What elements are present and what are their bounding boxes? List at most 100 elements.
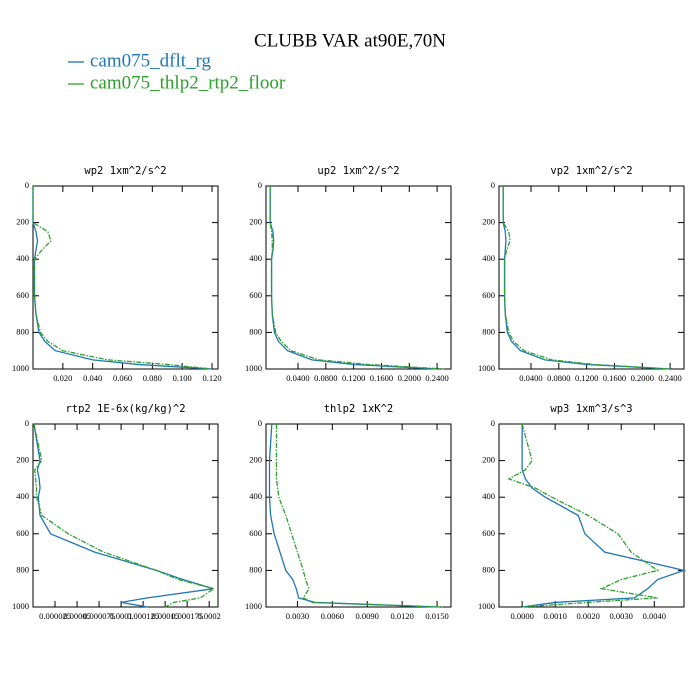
y-tick-label: 200 [482,455,495,465]
profile-line [502,186,671,370]
x-tick-label: 0.00015 [151,611,179,621]
x-tick-label: 0.0150 [425,611,448,621]
x-tick-label: 0.0800 [314,373,337,383]
y-tick-label: 200 [16,217,29,227]
x-tick-label: 0.040 [83,373,102,383]
x-tick-label: 0.0120 [390,611,413,621]
x-tick-label: 0.00005 [63,611,91,621]
y-tick-label: 1000 [245,363,262,373]
x-tick-label: 0.0020 [577,611,600,621]
y-tick-label: 600 [16,528,29,538]
profile-line [32,186,213,370]
y-tick-label: 400 [16,491,29,501]
panel-title: wp3 1xm^3/s^3 [550,403,632,415]
y-tick-label: 600 [16,290,29,300]
y-tick-label: 800 [482,326,495,336]
y-tick-label: 800 [249,326,262,336]
panel-title: up2 1xm^2/s^2 [317,165,399,177]
x-tick-label: 0.080 [143,373,162,383]
profile-line [275,424,443,608]
profile-line [269,186,445,370]
y-tick-label: 200 [16,455,29,465]
legend-label: cam075_dflt_rg [90,50,212,71]
y-tick-label: 400 [482,253,495,263]
plot-frame [265,423,452,608]
x-tick-label: 0.2000 [631,373,654,383]
x-tick-label: 0.0090 [356,611,379,621]
profile-line [269,186,438,370]
y-tick-label: 1000 [12,601,29,611]
y-tick-label: 200 [249,217,262,227]
panel-title: rtp2 1E-6x(kg/kg)^2 [65,403,185,415]
profile-line [33,423,216,608]
x-tick-label: 0.000125 [127,611,159,621]
x-tick-label: 0.0060 [321,611,344,621]
profile-line [502,186,671,370]
x-tick-label: 0.1600 [370,373,393,383]
y-tick-label: 800 [482,564,495,574]
profile-line [521,424,687,608]
panel-title: thlp2 1xK^2 [324,403,394,415]
y-tick-label: 0 [25,418,29,428]
profile-line [268,423,438,608]
y-tick-label: 0 [258,180,262,190]
profile-line [32,186,213,370]
x-tick-label: 0.000075 [83,611,115,621]
y-tick-label: 800 [249,564,262,574]
x-tick-label: 0.1200 [575,373,598,383]
y-tick-label: 0 [491,180,495,190]
x-tick-label: 0.1200 [342,373,365,383]
x-tick-label: 0.2400 [425,373,448,383]
plot-frame [498,423,685,608]
y-tick-label: 400 [249,253,262,263]
plot-frame [498,185,685,370]
y-tick-label: 0 [258,418,262,428]
x-tick-label: 0.2000 [398,373,421,383]
x-tick-label: 0.0040 [643,611,666,621]
legend-label: cam075_thlp2_rtp2_floor [90,72,286,93]
figure-title: CLUBB VAR at90E,70N [254,30,446,51]
y-tick-label: 400 [16,253,29,263]
x-tick-label: 0.0030 [610,611,633,621]
panel-title: vp2 1xm^2/s^2 [550,165,632,177]
plot-frame [265,185,452,370]
y-tick-label: 600 [482,290,495,300]
x-tick-label: 0.0400 [286,373,309,383]
y-tick-label: 600 [482,528,495,538]
y-tick-label: 1000 [478,601,495,611]
x-tick-label: 0.000025 [39,611,71,621]
plot-frame [32,185,219,370]
y-tick-label: 800 [16,326,29,336]
y-tick-label: 400 [249,491,262,501]
x-tick-label: 0.000175 [171,611,203,621]
x-tick-label: 0.1600 [603,373,626,383]
x-tick-label: 0.0030 [286,611,309,621]
y-tick-label: 1000 [245,601,262,611]
x-tick-label: 0.120 [202,373,221,383]
profile-line [507,423,660,608]
y-tick-label: 600 [249,290,262,300]
y-tick-label: 600 [249,528,262,538]
panel-title: wp2 1xm^2/s^2 [84,165,166,177]
x-tick-label: 0.0002 [198,611,221,621]
y-tick-label: 0 [491,418,495,428]
y-tick-label: 800 [16,564,29,574]
x-tick-label: 0.020 [53,373,72,383]
x-tick-label: 0.2400 [658,373,681,383]
profile-line [33,423,214,608]
y-tick-label: 1000 [478,363,495,373]
x-tick-label: 0.0010 [543,611,566,621]
x-tick-label: 0.0000 [510,611,533,621]
x-tick-label: 0.0400 [519,373,542,383]
y-tick-label: 200 [482,217,495,227]
y-tick-label: 400 [482,491,495,501]
x-tick-label: 0.0001 [109,611,132,621]
y-tick-label: 1000 [12,363,29,373]
x-tick-label: 0.100 [173,373,192,383]
plot-frame [32,423,219,608]
x-tick-label: 0.0800 [547,373,570,383]
y-tick-label: 200 [249,455,262,465]
x-tick-label: 0.060 [113,373,132,383]
y-tick-label: 0 [25,180,29,190]
